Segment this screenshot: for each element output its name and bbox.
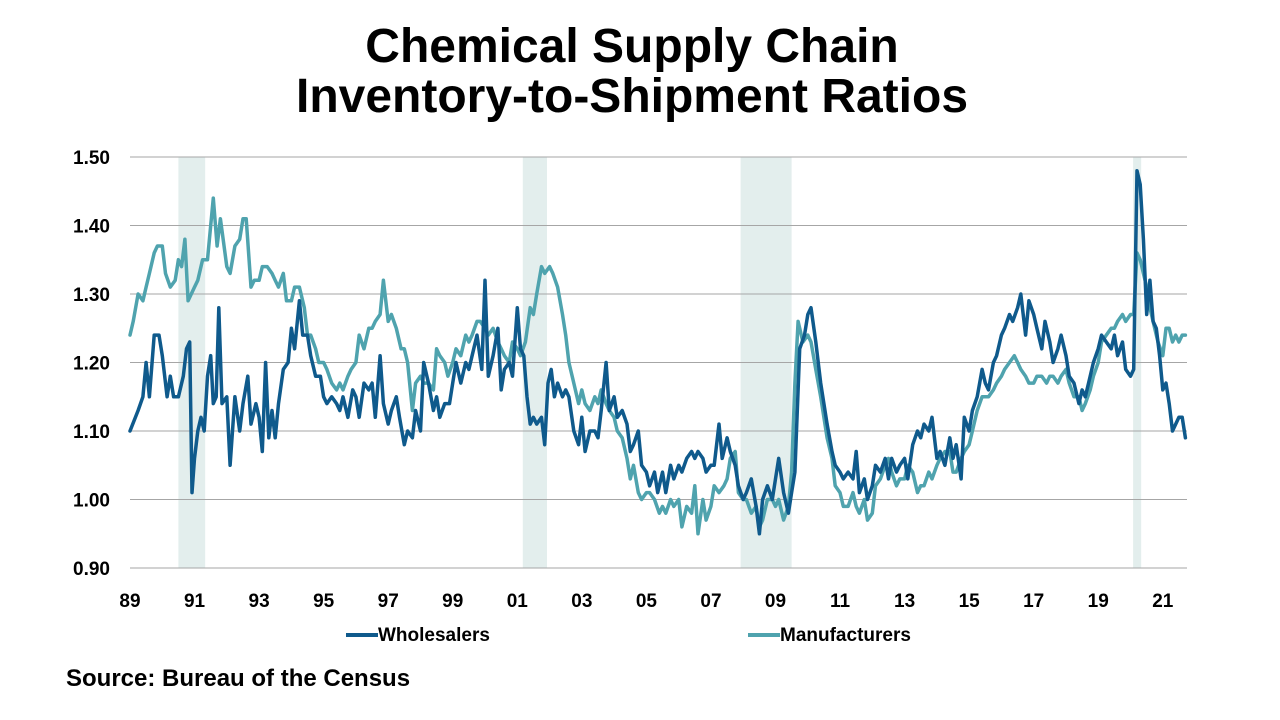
- x-tick-label: 91: [184, 591, 206, 612]
- source-note: Source: Bureau of the Census: [66, 665, 411, 692]
- y-tick-label: 1.30: [73, 285, 110, 306]
- legend: Wholesalers Manufacturers: [346, 625, 911, 646]
- x-tick-label: 09: [765, 591, 786, 612]
- x-tick-label: 89: [119, 591, 140, 612]
- x-tick-label: 99: [442, 591, 463, 612]
- series-lines: [128, 168, 1188, 536]
- x-tick-label: 17: [1023, 591, 1044, 612]
- x-tick-label: 01: [507, 591, 529, 612]
- x-tick-label: 97: [378, 591, 399, 612]
- y-tick-label: 1.50: [73, 148, 110, 169]
- chart-title: Chemical Supply Chain Inventory-to-Shipm…: [0, 22, 1264, 122]
- x-tick-label: 03: [571, 591, 592, 612]
- x-axis-tick-labels: 89 91 93 95 97 99 01 03 05 07 09 11 13 15 17 19 21: [119, 591, 1173, 612]
- gridlines: [130, 156, 1187, 569]
- y-tick-label: 1.00: [73, 491, 110, 512]
- legend-label-manufacturers: Manufacturers: [780, 625, 911, 646]
- series-line-wholesalers: [128, 168, 1188, 536]
- x-tick-label: 05: [636, 591, 658, 612]
- x-tick-label: 93: [249, 591, 270, 612]
- y-axis-tick-labels: 0.90 1.00 1.10 1.20 1.30 1.40 1.50: [73, 148, 110, 580]
- x-tick-label: 95: [313, 591, 335, 612]
- line-chart: 0.90 1.00 1.10 1.20 1.30 1.40 1.50 89 91 93 95 97 9…: [73, 148, 1188, 646]
- x-tick-label: 07: [700, 591, 721, 612]
- chart-title-line-2: Inventory-to-Shipment Ratios: [295, 70, 969, 123]
- x-tick-label: 21: [1152, 591, 1174, 612]
- x-tick-label: 13: [894, 591, 915, 612]
- x-tick-label: 11: [830, 591, 851, 612]
- y-tick-label: 0.90: [73, 559, 110, 580]
- chart-title-line-1: Chemical Supply Chain: [365, 20, 899, 73]
- x-tick-label: 19: [1088, 591, 1109, 612]
- y-tick-label: 1.20: [73, 354, 110, 375]
- legend-label-wholesalers: Wholesalers: [378, 625, 490, 646]
- y-tick-label: 1.10: [73, 422, 110, 443]
- y-tick-label: 1.40: [73, 217, 110, 238]
- x-tick-label: 15: [959, 591, 981, 612]
